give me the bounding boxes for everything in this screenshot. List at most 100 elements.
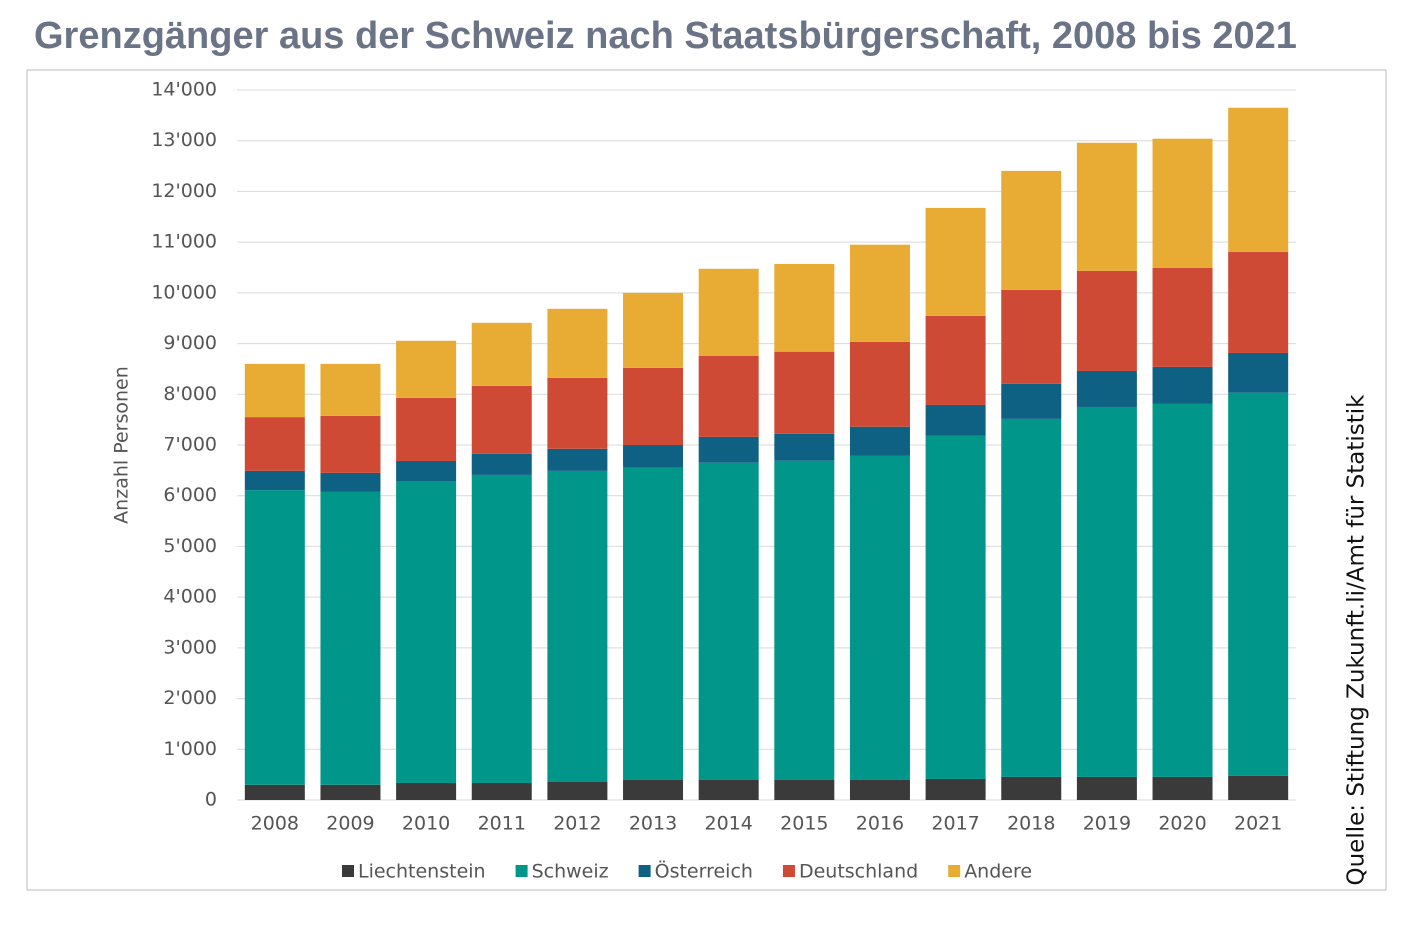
y-tick-label: 7'000 <box>163 434 217 456</box>
bar-segment <box>320 784 381 800</box>
x-tick-label: 2011 <box>478 813 526 835</box>
bar-segment <box>244 490 305 785</box>
bar-segment <box>1152 267 1213 367</box>
x-tick-label: 2014 <box>704 813 752 835</box>
y-tick-label: 0 <box>205 789 217 811</box>
x-tick-label: 2019 <box>1083 813 1131 835</box>
bar-segment <box>320 491 381 785</box>
bar-segment <box>1152 403 1213 777</box>
bar-segment <box>1076 370 1137 407</box>
legend-label: Österreich <box>655 860 753 883</box>
bar-segment <box>849 426 910 456</box>
bar-segment <box>547 448 608 471</box>
y-tick-label: 3'000 <box>163 636 217 658</box>
source: Quelle: Stiftung Zukunft.li/Amt für Stat… <box>1344 394 1370 886</box>
x-tick-label: 2016 <box>856 813 904 835</box>
legend-swatch <box>515 865 528 877</box>
bar-segment <box>320 415 381 473</box>
bar-segment <box>774 263 835 352</box>
x-tick-label: 2010 <box>402 813 450 835</box>
bar-segment <box>623 292 684 368</box>
x-tick-label: 2015 <box>780 813 828 835</box>
x-tick-label: 2021 <box>1234 813 1282 835</box>
bar-segment <box>1228 251 1289 353</box>
y-tick-label: 13'000 <box>151 129 217 151</box>
bar-segment <box>1001 776 1062 800</box>
bar-segment <box>925 778 986 800</box>
bar-segment <box>471 783 532 800</box>
bar-segment <box>849 341 910 427</box>
y-tick-label: 4'000 <box>163 586 217 608</box>
bar-segment <box>1152 138 1213 268</box>
bar-segment <box>1001 170 1062 290</box>
y-tick-label: 8'000 <box>163 383 217 405</box>
bar-segment <box>471 474 532 784</box>
chart-title: Grenzgänger aus der Schweiz nach Staatsb… <box>34 15 1297 57</box>
legend-swatch <box>948 865 961 877</box>
bar-segment <box>244 417 305 471</box>
bar-segment <box>1228 392 1289 776</box>
legend-label: Deutschland <box>799 861 918 883</box>
bar-segment <box>774 351 835 434</box>
bar-segment <box>849 244 910 342</box>
x-tick-label: 2018 <box>1007 813 1055 835</box>
y-tick-label: 1'000 <box>163 738 217 760</box>
x-tick-label: 2009 <box>326 813 374 835</box>
bar-segment <box>623 779 684 800</box>
bar-segment <box>547 308 608 378</box>
bar-segment <box>925 404 986 436</box>
bar-segment <box>1001 289 1062 384</box>
legend-swatch <box>342 865 354 877</box>
y-tick-label: 10'000 <box>151 281 217 303</box>
bar-segment <box>623 467 684 780</box>
bar-segment <box>1076 270 1137 371</box>
bar-segment <box>396 340 457 398</box>
bar-segment <box>396 783 457 800</box>
bar-segment <box>1001 383 1062 419</box>
bar-segment <box>320 472 381 492</box>
x-tick-label: 2008 <box>251 813 299 835</box>
bar-segment <box>1076 142 1137 271</box>
x-tick-label: 2017 <box>931 813 979 835</box>
y-tick-label: 9'000 <box>163 332 217 354</box>
bar-segment <box>244 784 305 800</box>
bar-segment <box>1228 775 1289 800</box>
x-tick-label: 2012 <box>553 813 601 835</box>
bar-segment <box>698 436 759 463</box>
bar-segment <box>1076 776 1137 800</box>
y-tick-label: 11'000 <box>151 231 217 253</box>
x-tick-label: 2013 <box>629 813 677 835</box>
bar-segment <box>925 315 986 405</box>
bar-segment <box>623 367 684 445</box>
legend-label: Liechtenstein <box>358 861 486 883</box>
bar-segment <box>1228 107 1289 252</box>
bar-segment <box>471 385 532 454</box>
bar-segment <box>547 377 608 449</box>
bar-segment <box>925 207 986 316</box>
bar-segment <box>1228 352 1289 393</box>
bar-segment <box>320 363 381 416</box>
bar-segment <box>849 455 910 780</box>
legend-label: Schweiz <box>532 861 609 883</box>
bar-segment <box>925 435 986 779</box>
bar-segment <box>698 462 759 780</box>
bar-segment <box>774 433 835 461</box>
bar-segment <box>1152 366 1213 404</box>
bar-segment <box>623 445 684 468</box>
bar-segment <box>396 397 457 461</box>
bar-segment <box>849 779 910 800</box>
bar-segment <box>396 460 457 482</box>
bar-segment <box>396 481 457 784</box>
bar-segment <box>698 779 759 800</box>
y-tick-label: 14'000 <box>151 79 217 101</box>
y-axis-label: Anzahl Personen <box>111 366 133 524</box>
bar-segment <box>774 779 835 800</box>
bar-segment <box>471 453 532 475</box>
legend-swatch <box>638 865 651 877</box>
bar-segment <box>1152 776 1213 800</box>
bar-segment <box>244 363 305 418</box>
bar-segment <box>547 781 608 800</box>
y-tick-label: 6'000 <box>163 484 217 506</box>
y-tick-label: 2'000 <box>163 687 217 709</box>
